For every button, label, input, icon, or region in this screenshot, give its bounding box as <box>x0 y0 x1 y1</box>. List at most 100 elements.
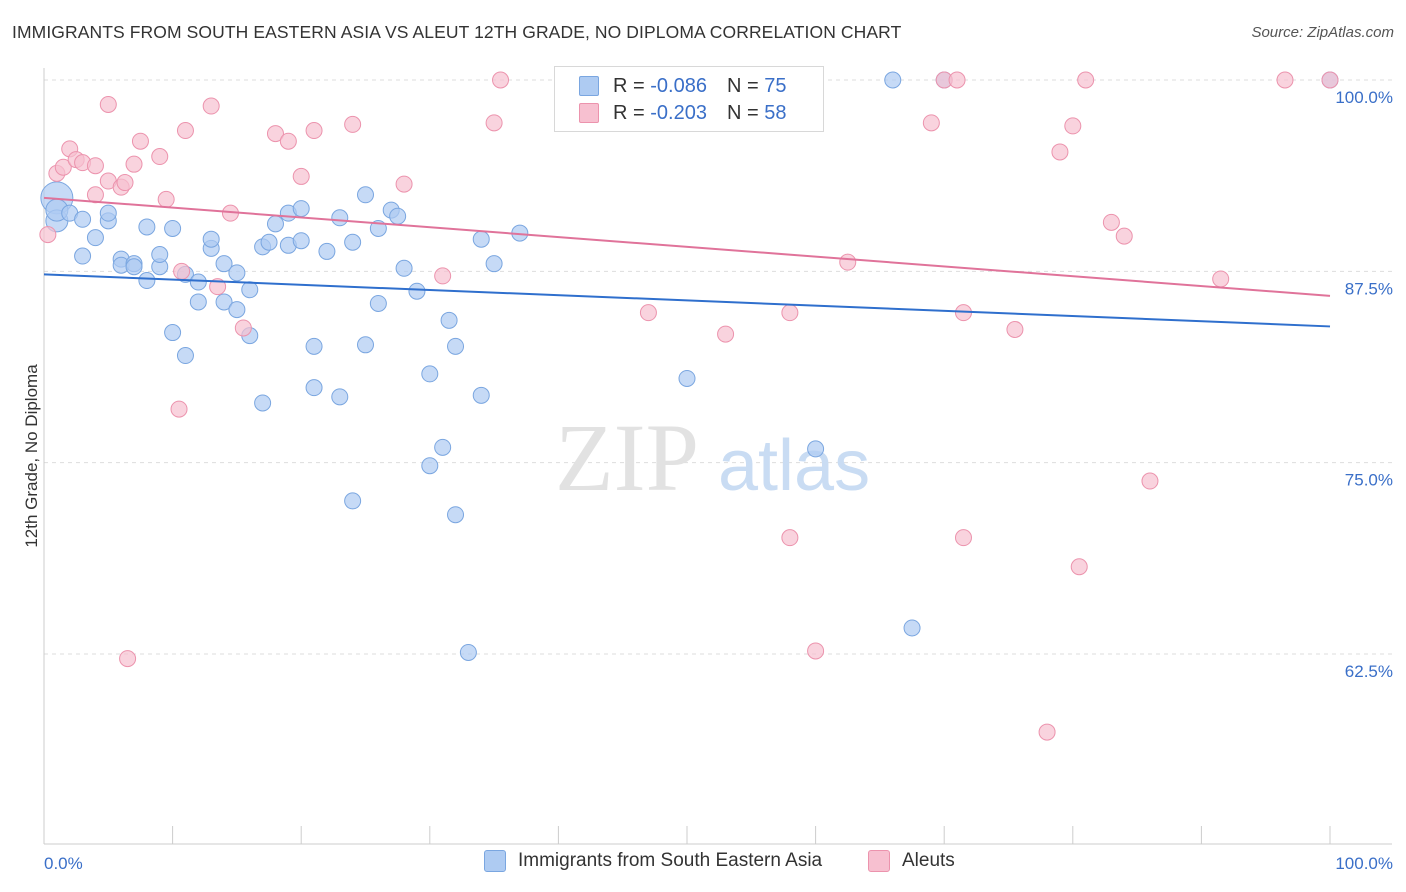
source-label: Source: ZipAtlas.com <box>1251 24 1394 41</box>
legend-r-value-2: -0.203 <box>650 101 707 124</box>
point-aleuts <box>1070 558 1088 576</box>
point-aleuts <box>292 167 310 185</box>
point-aleuts <box>717 325 735 343</box>
point-immigrants <box>318 242 336 260</box>
point-aleuts <box>125 155 143 173</box>
point-aleuts <box>119 650 137 668</box>
point-immigrants <box>884 71 902 89</box>
point-aleuts <box>1006 320 1024 338</box>
point-immigrants <box>86 229 104 247</box>
point-immigrants <box>292 232 310 250</box>
point-aleuts <box>305 122 323 140</box>
point-aleuts <box>279 132 297 150</box>
point-immigrants <box>254 394 272 412</box>
stats-legend-row-2: R = -0.203 N = 58 <box>579 100 786 126</box>
point-immigrants <box>305 379 323 397</box>
point-immigrants <box>305 337 323 355</box>
legend-n-value-1: 75 <box>764 74 787 97</box>
watermark-zip: ZIP <box>555 404 699 511</box>
point-aleuts <box>202 97 220 115</box>
watermark: ZIP atlas <box>555 404 870 511</box>
point-immigrants <box>421 365 439 383</box>
point-aleuts <box>395 175 413 193</box>
point-immigrants <box>228 264 246 282</box>
point-immigrants <box>357 336 374 354</box>
stats-legend: R = -0.086 N = 75 R = -0.203 N = 58 <box>554 66 824 132</box>
legend-swatch-blue <box>579 76 599 96</box>
point-aleuts <box>781 304 799 322</box>
point-immigrants <box>440 311 458 329</box>
y-axis-label: 12th Grade, No Diploma <box>22 364 41 548</box>
point-aleuts <box>922 114 940 132</box>
point-immigrants <box>459 643 477 661</box>
point-immigrants <box>357 186 374 204</box>
point-immigrants <box>421 457 439 475</box>
point-immigrants <box>903 619 921 637</box>
x-tick-label-end: 100.0% <box>1335 854 1393 873</box>
bottom-legend-label-2: Aleuts <box>902 850 955 871</box>
point-immigrants <box>176 347 194 365</box>
point-immigrants <box>202 230 220 248</box>
point-aleuts <box>1077 71 1095 89</box>
point-immigrants <box>369 294 387 312</box>
point-aleuts <box>1115 227 1133 245</box>
point-immigrants <box>125 258 143 276</box>
point-aleuts <box>781 529 799 547</box>
point-immigrants <box>485 255 503 273</box>
point-aleuts <box>1051 143 1069 161</box>
legend-n-value-2: 58 <box>764 101 787 124</box>
point-immigrants <box>215 293 233 311</box>
point-immigrants <box>260 233 278 251</box>
legend-r-label: R = <box>613 101 645 124</box>
point-immigrants <box>151 245 169 263</box>
y-tick-label: 75.0% <box>1345 471 1393 490</box>
point-aleuts <box>485 114 503 132</box>
trend-line-aleuts <box>43 196 1331 297</box>
point-aleuts <box>839 253 857 271</box>
point-aleuts <box>131 132 149 150</box>
point-immigrants <box>447 506 465 524</box>
point-aleuts <box>116 174 134 192</box>
point-aleuts <box>1102 213 1120 231</box>
point-aleuts <box>86 186 104 204</box>
point-immigrants <box>138 218 156 236</box>
point-aleuts <box>151 148 169 166</box>
bottom-legend-item-2: Aleuts <box>868 850 955 872</box>
watermark-atlas: atlas <box>718 426 870 506</box>
point-aleuts <box>1038 723 1056 741</box>
chart-title: IMMIGRANTS FROM SOUTH EASTERN ASIA VS AL… <box>12 22 902 42</box>
bottom-legend-swatch-pink <box>868 850 890 872</box>
point-aleuts <box>344 115 362 133</box>
y-tick-label: 87.5% <box>1345 279 1393 298</box>
stats-legend-row-1: R = -0.086 N = 75 <box>579 73 786 99</box>
point-aleuts <box>1141 472 1159 490</box>
point-immigrants <box>164 219 182 237</box>
point-aleuts <box>948 71 966 89</box>
point-aleuts <box>86 157 104 175</box>
point-immigrants <box>74 247 92 265</box>
point-aleuts <box>1321 71 1339 89</box>
point-aleuts <box>1276 71 1294 89</box>
point-aleuts <box>1212 270 1230 288</box>
point-immigrants <box>331 388 349 406</box>
point-aleuts <box>807 642 825 660</box>
point-immigrants <box>389 207 407 225</box>
legend-n-label: N = <box>726 101 759 124</box>
point-immigrants <box>266 215 284 233</box>
point-aleuts <box>434 267 452 285</box>
point-immigrants <box>215 255 233 273</box>
point-immigrants <box>164 324 182 342</box>
x-tick-label-start: 0.0% <box>44 854 83 873</box>
bottom-legend-label-1: Immigrants from South Eastern Asia <box>518 850 823 871</box>
point-immigrants <box>344 233 362 251</box>
point-aleuts <box>99 95 117 113</box>
bottom-legend-swatch-blue <box>484 850 506 872</box>
y-tick-label: 62.5% <box>1345 662 1393 681</box>
point-aleuts <box>492 71 510 89</box>
point-immigrants <box>472 386 490 404</box>
point-immigrants <box>807 440 825 458</box>
legend-r-label: R = <box>613 74 645 97</box>
y-tick-label: 100.0% <box>1335 88 1393 107</box>
point-aleuts <box>54 158 72 176</box>
